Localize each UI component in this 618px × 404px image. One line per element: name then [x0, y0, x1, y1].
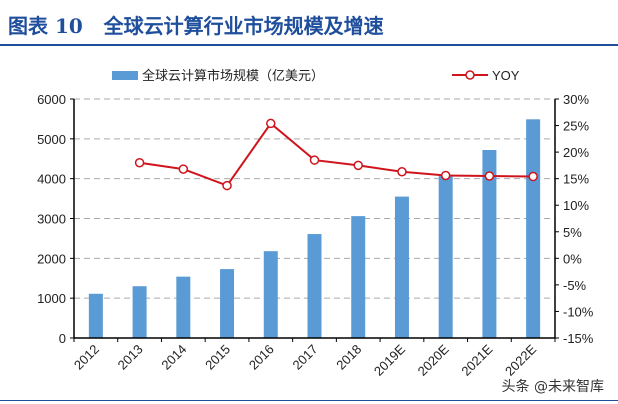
yoy-point — [266, 118, 276, 129]
legend-bar-swatch — [112, 71, 138, 80]
x-tick-label: 2012 — [71, 342, 102, 373]
yoy-point — [353, 160, 363, 171]
right-tick-label: 5% — [563, 225, 582, 240]
right-tick-label: 10% — [563, 198, 589, 213]
left-tick-label: 1000 — [37, 291, 66, 306]
right-tick-label: 20% — [563, 145, 589, 160]
left-tick-label: 2000 — [37, 251, 66, 266]
left-tick-label: 3000 — [37, 212, 66, 227]
watermark: 头条 @未来智库 — [501, 379, 604, 395]
right-tick-label: -15% — [563, 331, 594, 346]
bar — [132, 286, 147, 338]
right-tick-label: 15% — [563, 172, 589, 187]
right-tick-label: -5% — [563, 278, 587, 293]
x-tick-label: 2014 — [158, 342, 189, 373]
yoy-line — [139, 121, 534, 187]
left-tick-label: 0 — [59, 331, 66, 346]
yoy-point — [178, 164, 189, 174]
x-tick-label: 2013 — [115, 342, 146, 373]
left-tick-label: 4000 — [37, 172, 66, 187]
x-tick-label: 2017 — [290, 342, 321, 373]
chart-title: 图表 10 全球云计算行业市场规模及增速 — [8, 14, 384, 38]
bar — [176, 276, 191, 338]
legend-line-label: YOY — [492, 68, 520, 83]
bar — [307, 234, 322, 338]
yoy-point — [309, 155, 320, 165]
bar — [263, 251, 278, 338]
left-tick-label: 5000 — [37, 132, 66, 147]
bar — [220, 269, 235, 338]
x-tick-label: 2021E — [458, 341, 495, 378]
x-tick-label: 2016 — [246, 342, 277, 373]
yoy-point — [134, 157, 145, 168]
right-tick-label: -10% — [563, 304, 594, 319]
yoy-point — [222, 180, 232, 191]
right-tick-label: 30% — [563, 92, 589, 107]
legend-bar-label: 全球云计算市场规模（亿美元） — [142, 68, 324, 83]
yoy-point — [528, 171, 538, 182]
bar — [88, 293, 103, 338]
left-tick-label: 6000 — [37, 92, 66, 107]
yoy-point — [440, 170, 451, 181]
x-tick-label: 2015 — [202, 342, 233, 373]
x-tick-label: 2018 — [333, 342, 364, 373]
bar — [394, 196, 409, 338]
right-tick-label: 0% — [563, 251, 582, 266]
x-tick-label: 2019E — [371, 341, 408, 378]
bar — [482, 149, 497, 338]
x-tick-label: 2022E — [502, 341, 539, 378]
yoy-point — [484, 171, 495, 181]
right-tick-label: 25% — [563, 119, 589, 134]
bottom-rule — [0, 400, 618, 401]
bar — [526, 119, 541, 338]
bar — [438, 174, 453, 338]
bar — [351, 216, 366, 338]
yoy-point — [397, 167, 407, 177]
legend-line-marker — [465, 70, 475, 80]
x-tick-label: 2020E — [415, 341, 452, 378]
title-rule — [0, 44, 618, 46]
